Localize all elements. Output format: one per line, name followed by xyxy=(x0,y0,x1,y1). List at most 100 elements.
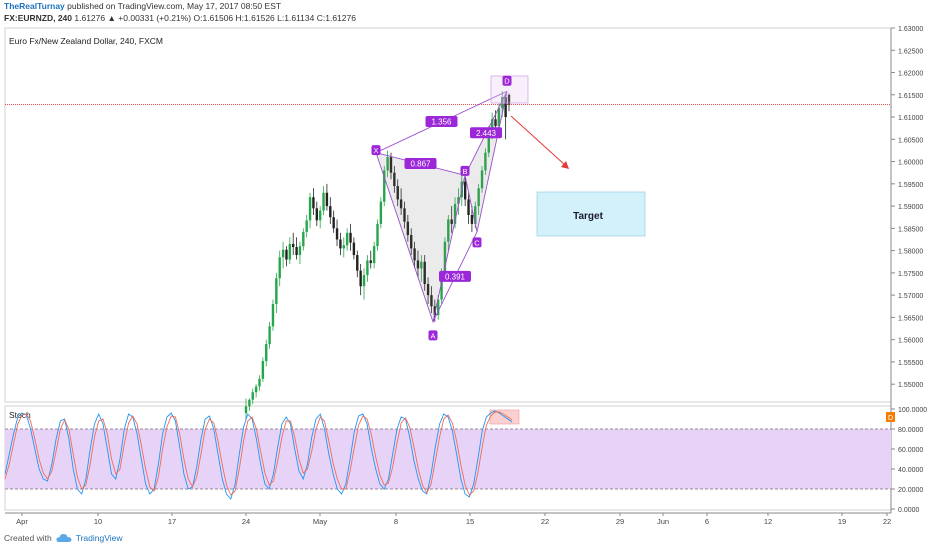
publisher-name[interactable]: TheRealTurnay xyxy=(4,1,65,11)
candle-body xyxy=(436,299,440,316)
candle-body xyxy=(413,248,416,261)
candle xyxy=(322,186,325,215)
symbol-label: FX:EURNZD, 240 xyxy=(4,13,73,23)
candle xyxy=(339,232,342,256)
candle-body xyxy=(244,406,248,414)
x-tick-label: 22 xyxy=(883,517,891,526)
xab-triangle xyxy=(375,152,466,324)
candle xyxy=(467,192,470,224)
candle xyxy=(457,188,460,215)
candle xyxy=(335,219,339,247)
stoch-y-tick-label: 40.0000 xyxy=(898,467,923,474)
candle-body xyxy=(261,361,265,379)
candle xyxy=(396,179,399,207)
candle xyxy=(477,183,480,215)
y-tick-label: 1.63000 xyxy=(898,26,923,33)
candle-body xyxy=(315,208,319,221)
candle-body xyxy=(258,378,261,387)
point-badge-bg xyxy=(502,75,512,86)
candle xyxy=(349,223,352,251)
x-tick-label: 6 xyxy=(705,517,709,526)
low-label: L: xyxy=(277,13,285,23)
created-with-text: Created with xyxy=(4,533,52,543)
candle xyxy=(504,93,507,140)
candle xyxy=(251,388,254,405)
candle-body xyxy=(372,246,376,264)
candle-body xyxy=(443,241,447,273)
point-label: D xyxy=(504,77,510,86)
stoch-y-tick-label: 80.0000 xyxy=(898,427,923,434)
candle xyxy=(410,228,413,256)
x-tick-label: May xyxy=(313,517,327,526)
candle-body xyxy=(379,201,383,224)
candle-body xyxy=(406,221,410,236)
tradingview-brand[interactable]: TradingView xyxy=(75,533,123,543)
main-chart-title: Euro Fx/New Zealand Dollar, 240, FXCM xyxy=(9,36,163,46)
stoch-y-tick-label: 60.0000 xyxy=(898,447,923,454)
target-box: Target xyxy=(536,191,646,237)
candle xyxy=(292,232,295,256)
candle xyxy=(426,277,430,305)
candle xyxy=(352,237,356,260)
ratio-badge: 1.356 xyxy=(425,115,458,127)
ratio-label: 1.356 xyxy=(431,117,452,126)
published-text: published on TradingView.com, May 17, 20… xyxy=(67,1,282,11)
candle xyxy=(305,215,308,238)
y-tick-label: 1.56000 xyxy=(898,338,923,345)
close-label: C: xyxy=(316,13,326,23)
stoch-line-1 xyxy=(4,411,513,496)
candle-body xyxy=(484,152,487,171)
ratio-badge: 0.867 xyxy=(404,158,437,170)
candle-body xyxy=(430,295,433,307)
ratio-badge: 2.443 xyxy=(470,127,502,139)
point-badge-bg xyxy=(472,237,482,248)
candle-body xyxy=(312,197,315,209)
candle-body xyxy=(339,239,342,249)
candle xyxy=(413,241,416,269)
candle-body xyxy=(349,232,352,243)
candle xyxy=(393,166,396,193)
candle xyxy=(312,188,315,215)
y-tick-label: 1.62500 xyxy=(898,48,923,55)
candle xyxy=(275,272,278,313)
price-chart[interactable]: Euro Fx/New Zealand Dollar, 240, FXCM St… xyxy=(0,0,932,528)
y-tick-label: 1.60000 xyxy=(898,160,923,167)
candle-body xyxy=(410,235,413,249)
symbol-line: FX:EURNZD, 240 1.61276 ▲ +0.00331 (+0.21… xyxy=(4,13,356,24)
candle-body xyxy=(416,260,420,269)
candle xyxy=(254,384,258,398)
candle-body xyxy=(345,232,349,246)
candle xyxy=(379,197,383,229)
candle-body xyxy=(497,108,501,126)
ratio-badge-bg xyxy=(439,270,471,282)
x-tick-label: 19 xyxy=(838,517,846,526)
candle-body xyxy=(420,261,423,269)
candle xyxy=(356,250,359,278)
candle-body xyxy=(359,270,362,287)
stoch-last-value-marker: D xyxy=(886,412,895,422)
x-tick-label: 12 xyxy=(764,517,772,526)
candle xyxy=(484,148,487,175)
candle-body xyxy=(457,197,460,204)
candle-body xyxy=(399,199,403,209)
candle-body xyxy=(463,181,467,200)
point-label: B xyxy=(462,167,467,176)
y-tick-label: 1.58500 xyxy=(898,226,923,233)
point-label: A xyxy=(430,331,435,340)
candle xyxy=(278,250,281,287)
candle xyxy=(329,197,332,224)
y-tick-label: 1.62000 xyxy=(898,71,923,78)
candle xyxy=(271,299,275,331)
candle-body xyxy=(396,186,399,200)
y-tick-label: 1.60500 xyxy=(898,137,923,144)
candle-body xyxy=(490,119,494,131)
candle-body xyxy=(281,249,285,258)
ratio-label: 2.443 xyxy=(476,129,497,138)
candle-body xyxy=(423,261,426,285)
point-badge-bg xyxy=(428,330,438,341)
candle xyxy=(248,398,251,411)
candle-body xyxy=(440,272,443,300)
candle xyxy=(463,177,467,207)
candle xyxy=(406,215,410,242)
candle-body xyxy=(305,220,308,232)
